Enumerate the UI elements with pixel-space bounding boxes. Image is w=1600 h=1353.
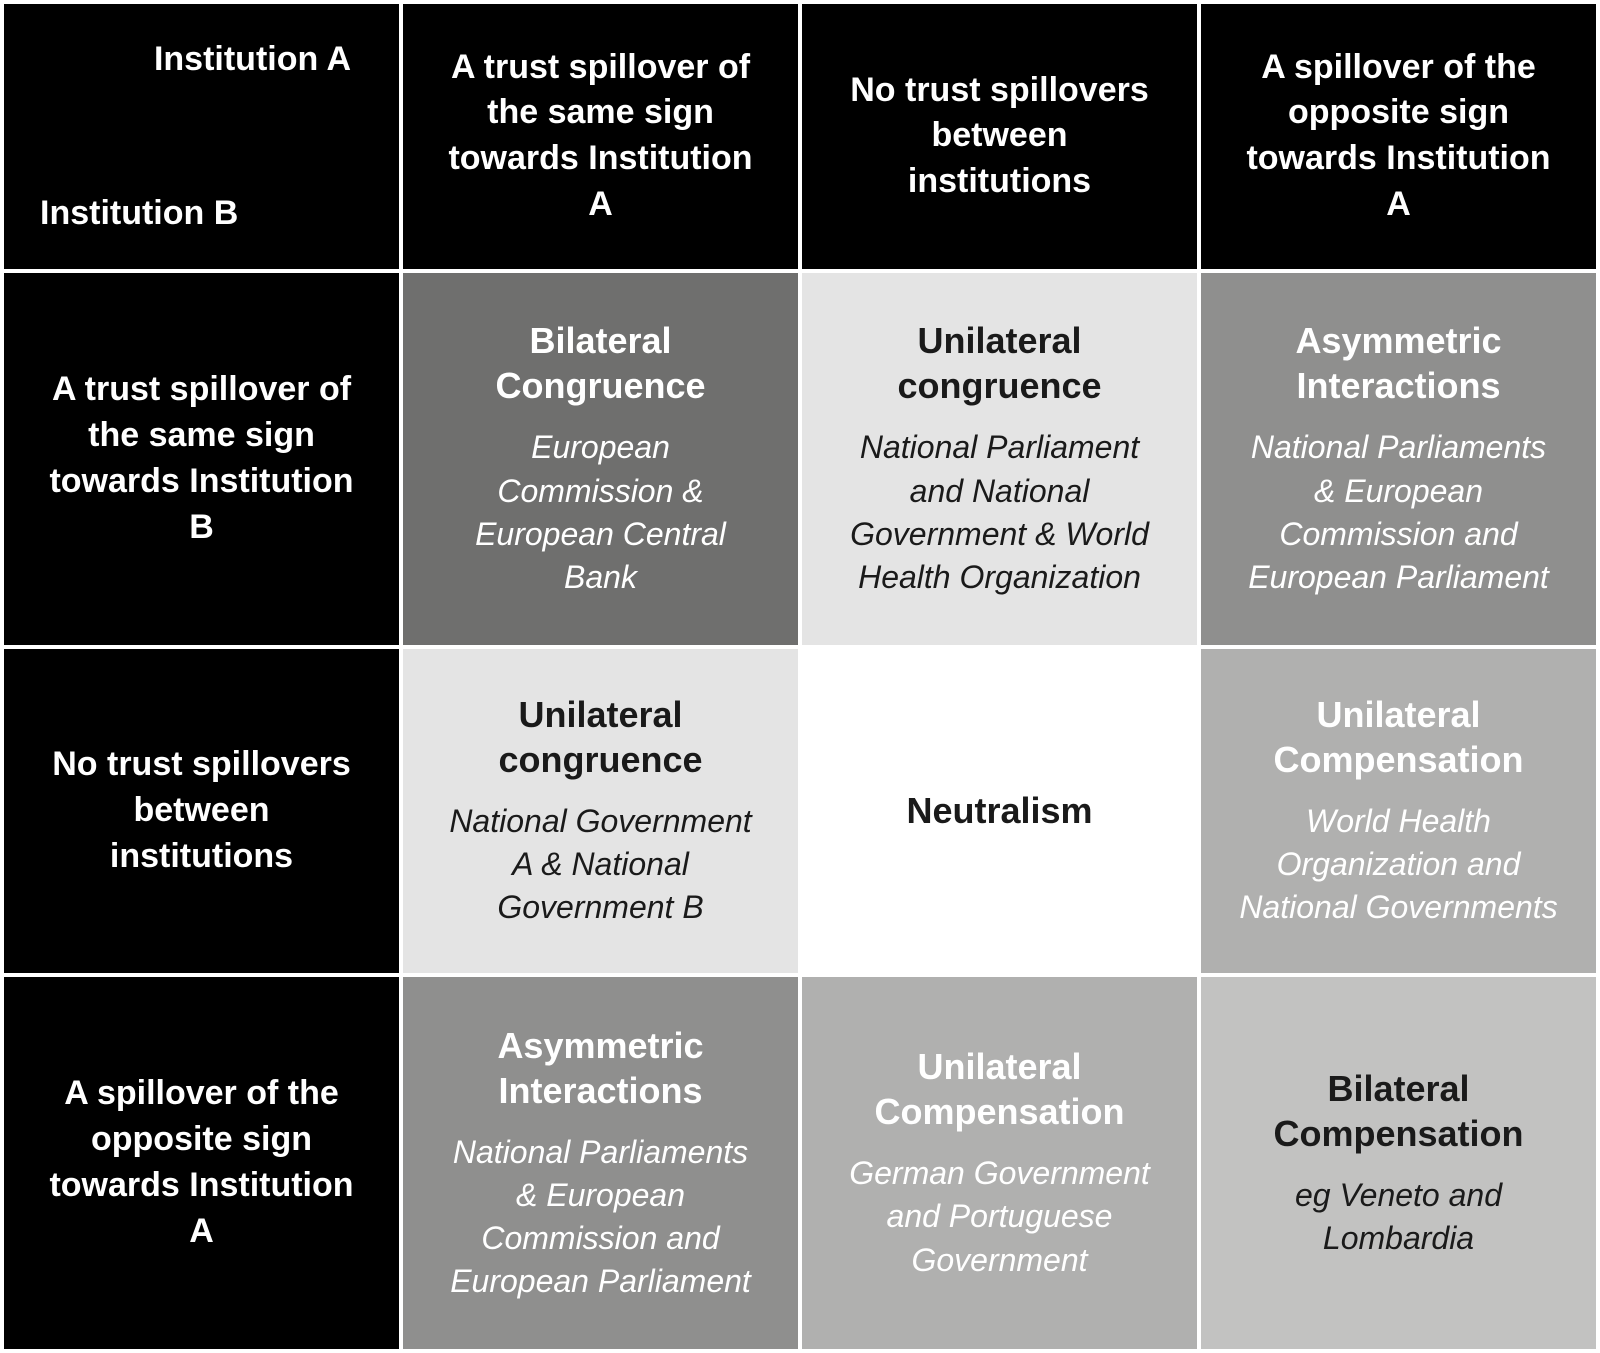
cell-r1-c3-title: Asymmetric Interactions: [1237, 318, 1560, 408]
cell-r1-c3-example: National Parliaments & European Commissi…: [1237, 426, 1560, 599]
trust-spillover-matrix: Institution A Institution B A trust spil…: [0, 0, 1600, 1353]
cell-r1-c3: Asymmetric Interactions National Parliam…: [1199, 271, 1598, 647]
col-header-3-text: A spillover of the opposite sign towards…: [1237, 45, 1560, 229]
cell-r2-c1: Unilateral congruence National Governmen…: [401, 647, 800, 975]
cell-r1-c2-example: National Parliament and National Governm…: [838, 426, 1161, 599]
col-header-1: A trust spillover of the same sign towar…: [401, 2, 800, 271]
corner-label-b: Institution B: [40, 194, 238, 233]
row-header-3: A spillover of the opposite sign towards…: [2, 975, 401, 1351]
cell-r2-c3: Unilateral Compensation World Health Org…: [1199, 647, 1598, 975]
col-header-1-text: A trust spillover of the same sign towar…: [439, 45, 762, 229]
row-header-1-text: A trust spillover of the same sign towar…: [40, 367, 363, 551]
col-header-3: A spillover of the opposite sign towards…: [1199, 2, 1598, 271]
cell-r2-c2: Neutralism: [800, 647, 1199, 975]
cell-r3-c3: Bilateral Compensation eg Veneto and Lom…: [1199, 975, 1598, 1351]
cell-r3-c3-title: Bilateral Compensation: [1237, 1066, 1560, 1156]
cell-r3-c2: Unilateral Compensation German Governmen…: [800, 975, 1199, 1351]
cell-r3-c2-example: German Government and Portuguese Governm…: [838, 1152, 1161, 1282]
row-header-2: No trust spillovers between institutions: [2, 647, 401, 975]
cell-r3-c3-example: eg Veneto and Lombardia: [1237, 1174, 1560, 1260]
row-header-3-text: A spillover of the opposite sign towards…: [40, 1071, 363, 1255]
cell-r3-c1-title: Asymmetric Interactions: [439, 1023, 762, 1113]
cell-r1-c1: Bilateral Congruence European Commission…: [401, 271, 800, 647]
row-header-1: A trust spillover of the same sign towar…: [2, 271, 401, 647]
cell-r1-c2: Unilateral congruence National Parliamen…: [800, 271, 1199, 647]
cell-r2-c1-example: National Government A & National Governm…: [439, 800, 762, 930]
corner-cell: Institution A Institution B: [2, 2, 401, 271]
cell-r2-c3-title: Unilateral Compensation: [1237, 692, 1560, 782]
cell-r3-c2-title: Unilateral Compensation: [838, 1044, 1161, 1134]
cell-r1-c1-example: European Commission & European Central B…: [439, 426, 762, 599]
cell-r3-c1-example: National Parliaments & European Commissi…: [439, 1131, 762, 1304]
row-header-2-text: No trust spillovers between institutions: [40, 742, 363, 880]
col-header-2-text: No trust spillovers between institutions: [838, 68, 1161, 206]
corner-label-a: Institution A: [154, 40, 351, 79]
cell-r2-c2-title: Neutralism: [838, 788, 1161, 833]
col-header-2: No trust spillovers between institutions: [800, 2, 1199, 271]
cell-r3-c1: Asymmetric Interactions National Parliam…: [401, 975, 800, 1351]
cell-r2-c3-example: World Health Organization and National G…: [1237, 800, 1560, 930]
cell-r1-c2-title: Unilateral congruence: [838, 318, 1161, 408]
cell-r2-c1-title: Unilateral congruence: [439, 692, 762, 782]
cell-r1-c1-title: Bilateral Congruence: [439, 318, 762, 408]
